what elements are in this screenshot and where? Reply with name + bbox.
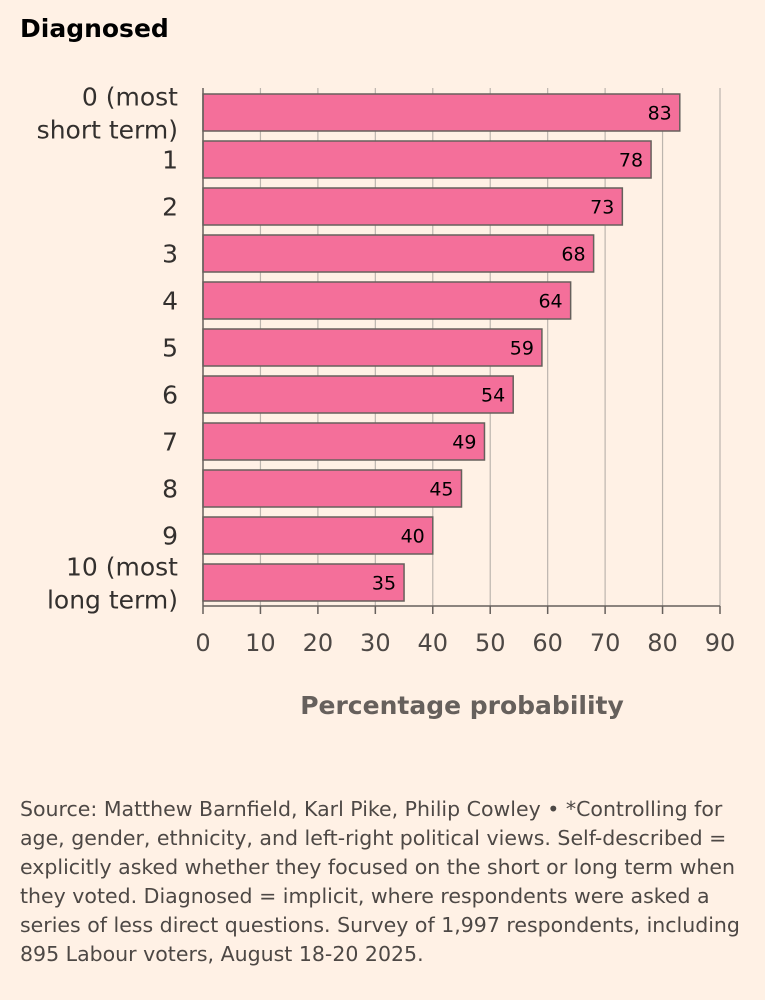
x-tick-label-40: 40 [418,629,449,657]
bar-8 [202,469,463,508]
chart-title: Diagnosed [20,14,169,43]
x-tick-label-30: 30 [360,629,391,657]
x-tick-label-0: 0 [195,629,210,657]
category-label-10-line-1: long term) [47,586,178,615]
category-label-8: 8 [162,475,178,504]
data-label-3: 68 [561,244,585,266]
data-label-7: 49 [452,432,476,454]
category-label-0-line-1: short term) [37,116,178,145]
x-tick-label-50: 50 [475,629,506,657]
data-label-6: 54 [481,385,505,407]
category-labels: 0 (most short term)1 2 3 4 5 6 7 8 910 (most long … [37,83,179,615]
bar-10 [202,563,405,602]
category-label-4: 4 [162,287,178,316]
bar-0 [202,93,681,132]
bars: 83 78 73 68 64 59 54 49 45 40 35 [202,93,681,602]
bar-4 [202,281,572,320]
data-label-5: 59 [510,338,534,360]
x-axis-title: Percentage probability [300,691,624,720]
x-tick-label-80: 80 [647,629,678,657]
bar-2 [202,187,624,226]
data-label-2: 73 [590,197,614,219]
bar-7 [202,422,486,461]
category-label-10: 10 (most long term) [47,553,178,615]
category-label-7: 7 [162,428,178,457]
x-axis: 0 10 20 30 40 50 60 70 80 90 [195,88,735,657]
category-label-9: 9 [162,522,178,551]
bar-3 [202,234,595,273]
data-label-10: 35 [372,573,396,595]
x-tick-label-60: 60 [532,629,563,657]
category-label-1: 1 [162,146,178,175]
category-label-10-line-0: 10 (most [66,553,178,582]
x-tick-label-10: 10 [245,629,276,657]
x-tick-label-20: 20 [303,629,334,657]
data-label-8: 45 [429,479,453,501]
source-footnote: Source: Matthew Barnfield, Karl Pike, Ph… [20,797,740,966]
bar-9 [202,516,434,555]
bar-6 [202,375,514,414]
category-label-2: 2 [162,193,178,222]
data-label-1: 78 [619,150,643,172]
category-label-5: 5 [162,334,178,363]
category-label-0-line-0: 0 (most [82,83,178,112]
category-label-6: 6 [162,381,178,410]
x-tick-label-70: 70 [590,629,621,657]
bar-1 [202,140,652,179]
category-label-0: 0 (most short term) [37,83,179,145]
data-label-0: 83 [648,103,672,125]
data-label-4: 64 [538,291,562,313]
data-label-9: 40 [401,526,425,548]
bar-5 [202,328,543,367]
x-tick-label-90: 90 [705,629,736,657]
category-label-3: 3 [162,240,178,269]
